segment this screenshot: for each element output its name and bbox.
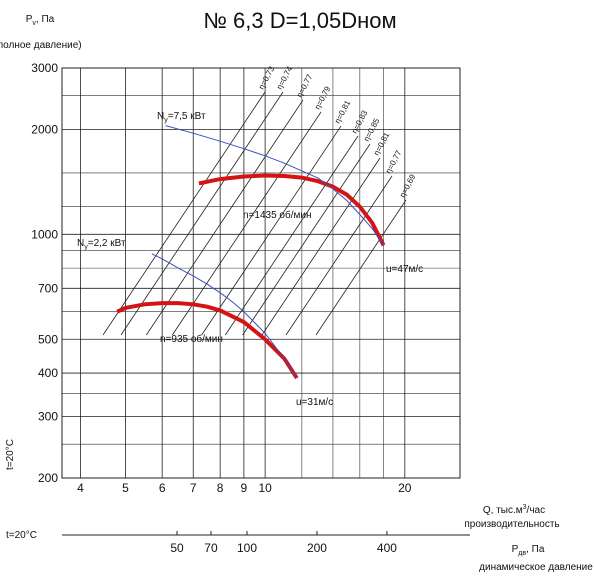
x-axis-label2: производительность <box>464 519 559 530</box>
efficiency-line <box>120 91 284 336</box>
temperature-label: t=20°C <box>6 530 37 541</box>
label-part: , Па <box>526 544 545 555</box>
label-part: N <box>77 238 84 249</box>
annotation: n=1435 об/мин <box>243 209 311 221</box>
y-tick-label: 1000 <box>31 227 58 241</box>
x-tick-label: 6 <box>159 481 166 495</box>
x-tick-label: 20 <box>398 481 412 495</box>
pd-tick-label: 70 <box>204 541 218 555</box>
plot-frame <box>61 67 461 479</box>
efficiency-label: η=0,77 <box>384 148 404 175</box>
efficiency-line <box>225 135 359 336</box>
efficiency-label: η=0,79 <box>313 84 333 111</box>
annotation: u=31м/с <box>296 397 333 408</box>
label-part: N <box>157 111 164 122</box>
y-axis-label: Pv, Па <box>26 14 55 27</box>
label-part: =2,2 кВт <box>88 238 126 249</box>
label-part: P <box>512 544 519 555</box>
efficiency-line <box>146 99 304 336</box>
y-axis-label2: (полное давление) <box>0 40 82 51</box>
annotation: n=935 об/мин <box>160 333 223 345</box>
label-part: , Па <box>36 14 55 25</box>
power-curve <box>165 125 385 246</box>
power-label: Ny=7,5 кВт <box>157 111 206 124</box>
x-tick-label: 10 <box>258 481 272 495</box>
pd-axis-label: Pдв, Па <box>512 544 545 557</box>
efficiency-line <box>261 157 381 336</box>
pd-tick-label: 100 <box>237 541 257 555</box>
efficiency-label: η=0,69 <box>398 172 418 199</box>
power-label: Ny=2,2 кВт <box>77 238 126 251</box>
pd-tick-label: 200 <box>307 541 327 555</box>
temperature-label: t=20°C <box>5 439 16 470</box>
y-tick-label: 300 <box>38 410 58 424</box>
label-sup: 3 <box>523 504 527 511</box>
efficiency-line <box>315 199 407 336</box>
y-tick-label: 200 <box>38 471 58 485</box>
annotation: u=47м/с <box>386 264 423 275</box>
efficiency-label: η=0,77 <box>295 72 315 99</box>
y-tick-label: 500 <box>38 332 58 346</box>
power-curve <box>151 253 298 379</box>
x-tick-label: 8 <box>217 481 224 495</box>
efficiency-line <box>172 111 322 336</box>
label-sub: y <box>84 244 88 251</box>
y-tick-label: 700 <box>38 281 58 295</box>
x-tick-label: 7 <box>190 481 197 495</box>
label-sub: y <box>164 117 168 124</box>
y-tick-label: 3000 <box>31 61 58 75</box>
speed-curve <box>116 301 299 380</box>
pd-tick-label: 400 <box>377 541 397 555</box>
y-tick-label: 400 <box>38 366 58 380</box>
label-part: P <box>26 14 33 25</box>
label-part: /час <box>527 505 546 516</box>
efficiency-line <box>201 125 342 336</box>
speed-curve <box>198 173 386 247</box>
chart-title: № 6,3 D=1,05Dном <box>203 8 396 33</box>
label-sub: дв <box>518 550 526 557</box>
efficiency-line <box>242 143 371 336</box>
efficiency-line <box>102 91 266 336</box>
x-axis-label: Q, тыс.м3/час <box>483 504 545 516</box>
efficiency-line <box>285 175 393 336</box>
pd-axis-label2: динамическое давление <box>479 562 593 573</box>
x-tick-label: 5 <box>122 481 129 495</box>
efficiency-label: η=0,81 <box>372 130 392 157</box>
y-tick-label: 2000 <box>31 122 58 136</box>
label-part: =7,5 кВт <box>168 111 206 122</box>
x-tick-label: 9 <box>241 481 248 495</box>
efficiency-label: η=0,81 <box>333 98 353 125</box>
label-sub: v <box>32 20 36 27</box>
pd-tick-label: 50 <box>170 541 184 555</box>
x-tick-label: 4 <box>77 481 84 495</box>
label-part: Q, тыс.м <box>483 505 523 516</box>
